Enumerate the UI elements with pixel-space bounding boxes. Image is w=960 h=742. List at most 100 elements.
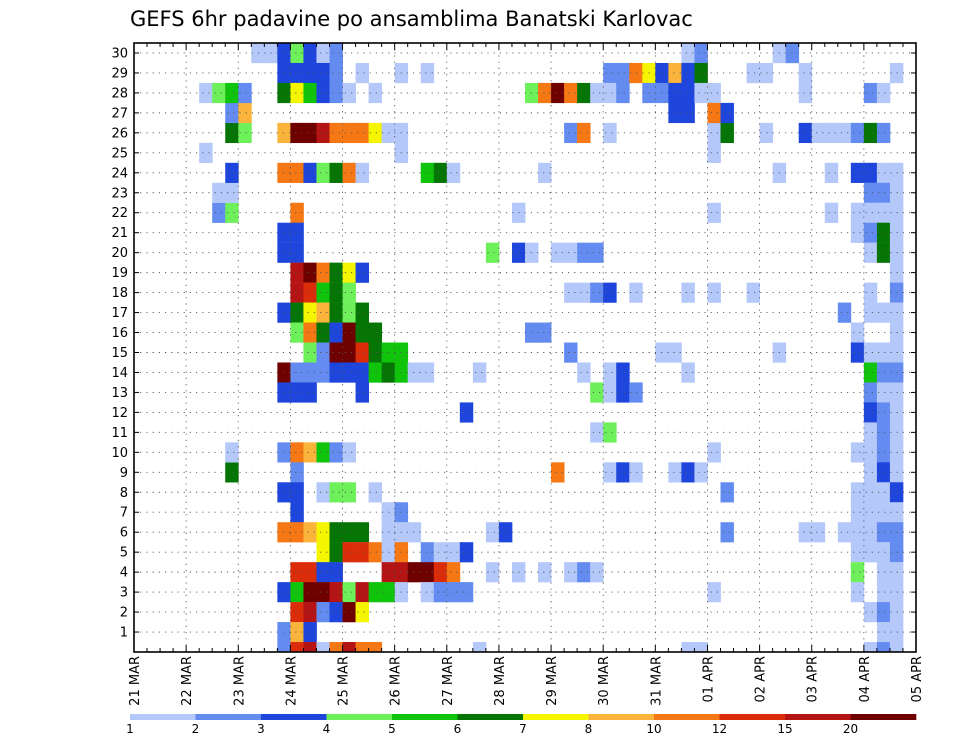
heatmap-cell xyxy=(564,82,578,104)
heatmap-cell xyxy=(681,642,695,653)
heatmap-cell xyxy=(368,642,383,653)
x-tick-label: 03 APR xyxy=(806,656,821,702)
heatmap-cell xyxy=(329,43,343,64)
heatmap-cell xyxy=(277,442,291,463)
heatmap-cell xyxy=(303,382,317,403)
heatmap-cell xyxy=(603,422,617,443)
heatmap-cell xyxy=(316,322,330,343)
heatmap-cell xyxy=(837,522,852,543)
heatmap-cell xyxy=(564,282,578,303)
heatmap-cell xyxy=(863,382,878,403)
colorbar-swatch xyxy=(130,714,196,720)
heatmap-cell xyxy=(225,162,239,183)
heatmap-cell xyxy=(863,162,878,183)
heatmap-cell xyxy=(303,342,317,363)
heatmap-cell xyxy=(407,562,422,583)
heatmap-cell xyxy=(277,302,291,323)
colorbar-swatch xyxy=(654,714,720,720)
colorbar-swatch xyxy=(392,714,458,720)
heatmap-cell xyxy=(863,122,878,144)
heatmap-cell xyxy=(629,282,643,303)
heatmap-cell xyxy=(342,522,356,543)
heatmap-cell xyxy=(238,102,252,124)
heatmap-cell xyxy=(459,402,474,423)
heatmap-cell xyxy=(368,362,383,383)
heatmap-cell xyxy=(681,102,695,124)
y-tick-label: 18 xyxy=(111,286,128,301)
heatmap-cell xyxy=(290,482,304,503)
heatmap-cell xyxy=(290,622,304,643)
heatmap-cell xyxy=(824,202,839,223)
heatmap-cell xyxy=(850,482,865,503)
heatmap-cell xyxy=(342,482,356,503)
colorbar-legend: 1 2 3 4 5 6 7 8 10 12 15 20 xyxy=(126,714,917,736)
heatmap-cell xyxy=(876,202,891,223)
heatmap-cell xyxy=(668,62,682,84)
colorbar-swatch xyxy=(850,714,917,720)
y-tick-label: 20 xyxy=(111,246,128,261)
heatmap-cell xyxy=(433,162,448,183)
heatmap-cell xyxy=(355,522,369,543)
heatmap-cell xyxy=(694,62,708,84)
heatmap-cell xyxy=(238,122,252,144)
heatmap-cell xyxy=(863,82,878,104)
heatmap-cell xyxy=(707,102,721,124)
heatmap-cell xyxy=(290,602,304,623)
heatmap-cell xyxy=(316,582,330,603)
heatmap-cell xyxy=(342,302,356,323)
heatmap-cell xyxy=(485,522,500,543)
heatmap-cell xyxy=(616,382,630,403)
heatmap-cell xyxy=(681,62,695,84)
heatmap-cell xyxy=(329,302,343,323)
heatmap-cell xyxy=(420,542,435,563)
heatmap-cell xyxy=(876,442,891,463)
x-tick-label: 24 MAR xyxy=(284,656,299,706)
heatmap-cell xyxy=(564,562,578,583)
colorbar-swatch xyxy=(195,714,262,720)
heatmap-cell xyxy=(863,422,878,443)
heatmap-cell xyxy=(212,182,226,203)
heatmap-cell xyxy=(876,182,891,203)
y-tick-label: 6 xyxy=(120,526,128,541)
heatmap-cell xyxy=(876,482,891,503)
heatmap-cell xyxy=(433,582,448,603)
heatmap-cell xyxy=(603,122,617,144)
heatmap-cell xyxy=(837,122,852,144)
heatmap-cell xyxy=(629,462,643,483)
y-tick-label: 8 xyxy=(120,486,128,501)
heatmap-cell xyxy=(199,142,213,164)
heatmap-cell xyxy=(290,242,304,263)
heatmap-cell xyxy=(863,442,878,463)
heatmap-cell xyxy=(707,82,721,104)
heatmap-cell xyxy=(538,322,552,343)
heatmap-cell xyxy=(355,162,369,183)
heatmap-cell xyxy=(577,82,591,104)
heatmap-cell xyxy=(590,562,604,583)
heatmap-cell xyxy=(720,102,734,124)
heatmap-cell xyxy=(407,522,422,543)
heatmap-cell xyxy=(577,242,591,263)
heatmap-cell xyxy=(420,562,435,583)
x-tick-label: 23 MAR xyxy=(232,656,247,706)
heatmap-cell xyxy=(590,82,604,104)
y-tick-label: 9 xyxy=(120,466,128,481)
heatmap-cell xyxy=(342,82,356,104)
heatmap-cell xyxy=(603,282,617,303)
heatmap-cell xyxy=(850,582,865,603)
y-tick-label: 13 xyxy=(111,386,128,401)
heatmap-cell xyxy=(290,282,304,303)
heatmap-cell xyxy=(629,62,643,84)
heatmap-cell xyxy=(889,642,904,653)
heatmap-cell xyxy=(277,582,291,603)
y-tick-label: 29 xyxy=(111,66,128,81)
colorbar-label: 4 xyxy=(323,722,331,736)
heatmap-cell xyxy=(368,542,383,563)
heatmap-cell xyxy=(798,522,813,543)
heatmap-cell xyxy=(290,442,304,463)
heatmap-cell xyxy=(850,562,865,583)
heatmap-cell xyxy=(303,322,317,343)
heatmap-cell xyxy=(355,362,369,383)
heatmap-cell xyxy=(407,362,422,383)
heatmap-cell xyxy=(876,382,891,403)
heatmap-cell xyxy=(342,442,356,463)
